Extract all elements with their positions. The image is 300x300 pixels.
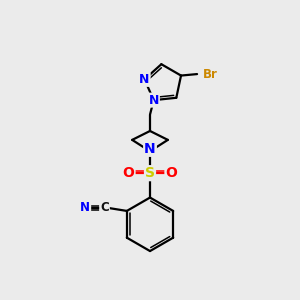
Text: S: S bbox=[145, 166, 155, 180]
Text: Br: Br bbox=[202, 68, 217, 81]
Text: N: N bbox=[144, 142, 156, 156]
Text: N: N bbox=[80, 202, 90, 214]
Text: O: O bbox=[166, 166, 177, 180]
Text: N: N bbox=[148, 94, 159, 107]
Text: O: O bbox=[123, 166, 134, 180]
Text: N: N bbox=[139, 73, 150, 86]
Text: C: C bbox=[100, 202, 109, 214]
